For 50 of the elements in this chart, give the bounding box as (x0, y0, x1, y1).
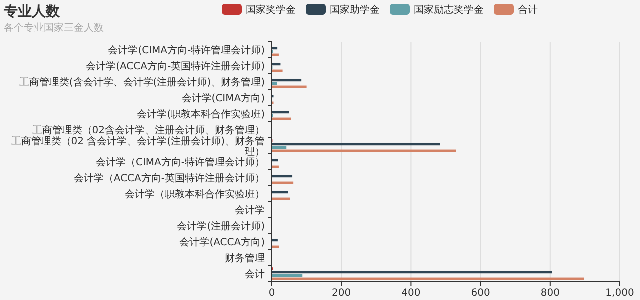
bar (272, 190, 288, 194)
y-tick-label: 会计学（CIMA方向-特许管理会计师） (96, 156, 265, 168)
x-tick-label: 800 (540, 288, 560, 299)
y-tick-label: 会计学（ACCA方向-英国特许注册会计师） (74, 172, 265, 184)
bar (272, 238, 278, 242)
text: 各个专业国家三金人数 (4, 22, 104, 34)
bar (272, 246, 280, 248)
y-tick-label: 财务管理 (225, 252, 265, 264)
x-tick-label: 0 (268, 288, 276, 299)
bar (272, 146, 287, 150)
legend-label: 国家励志奖学金 (414, 4, 484, 16)
y-tick-label: 会计学 (235, 204, 265, 216)
bar (272, 150, 456, 152)
y-tick-label: 会计学(注册会计师) (177, 220, 266, 232)
bar (272, 174, 293, 178)
x-tick-label: 1,000 (606, 288, 634, 299)
y-tick-label: 会计学（职教本科合作实验班） (125, 188, 265, 200)
bar (272, 62, 281, 66)
bar (272, 158, 278, 162)
y-tick-label: 工商管理类（02 含会计学、会计学(注册会计师)、财务管理） (11, 136, 265, 158)
y-tick-label: 会计学(职教本科合作实验班) (137, 108, 266, 120)
y-tick-label: 会计学(ACCA方向-英国特许注册会计师) (86, 60, 266, 72)
y-tick-label: 会计学(CIMA方向-特许管理会计师) (108, 44, 266, 56)
legend-label: 国家助学金 (330, 4, 380, 16)
bar (272, 142, 440, 146)
bar (272, 82, 278, 86)
text: 专业人数 (3, 3, 61, 20)
bar (272, 198, 290, 200)
bar (272, 274, 303, 278)
y-tick-label: 会计学(ACCA方向) (180, 236, 266, 248)
bar (272, 118, 292, 120)
bar (272, 78, 302, 82)
bar (272, 54, 279, 56)
legend-label: 合计 (518, 4, 538, 16)
bar (272, 70, 283, 72)
bar (272, 278, 585, 280)
x-tick-label: 200 (332, 288, 352, 299)
x-tick-label: 600 (471, 288, 490, 299)
y-tick-label: 工商管理类(含会计学、会计学(注册会计师)、财务管理) (19, 76, 266, 88)
legend-label: 国家奖学金 (246, 4, 296, 16)
bar (272, 86, 307, 88)
bar (272, 46, 278, 50)
bar (272, 166, 279, 168)
y-tick-label: 会计学(CIMA方向) (182, 92, 266, 104)
y-tick-label: 会计 (245, 268, 265, 280)
bar (272, 182, 294, 184)
x-tick-label: 400 (402, 288, 421, 299)
bar (272, 110, 290, 114)
y-tick-label: 工商管理类（02含会计学、注册会计师、财务管理） (32, 124, 265, 136)
bar (272, 270, 552, 274)
